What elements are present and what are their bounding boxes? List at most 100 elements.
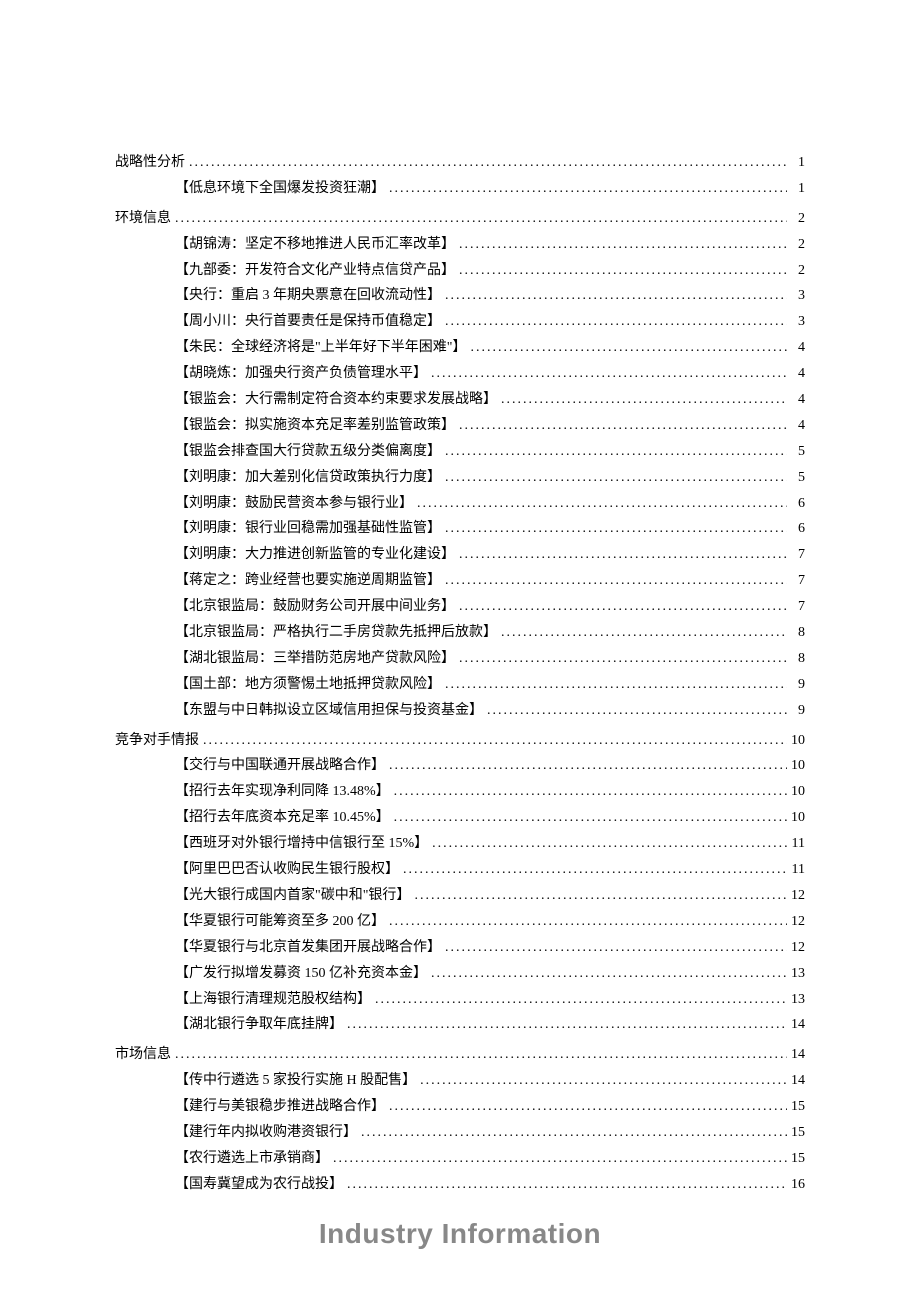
toc-page-number: 2 [787, 232, 805, 258]
toc-section-heading[interactable]: 环境信息2 [115, 206, 805, 232]
toc-item-title: 【刘明康：大力推进创新监管的专业化建设】 [175, 542, 455, 568]
toc-leader-dots [455, 258, 787, 284]
toc-page-number: 1 [787, 176, 805, 202]
toc-item[interactable]: 【低息环境下全国爆发投资狂潮】 1 [175, 176, 805, 202]
toc-leader-dots [390, 779, 787, 805]
toc-item[interactable]: 【湖北银行争取年底挂牌】14 [175, 1012, 805, 1038]
toc-leader-dots [441, 568, 787, 594]
toc-leader-dots [441, 465, 787, 491]
toc-section: 战略性分析1【低息环境下全国爆发投资狂潮】 1 [115, 150, 805, 202]
toc-leader-dots [329, 1146, 787, 1172]
toc-item-title: 【刘明康：加大差别化信贷政策执行力度】 [175, 465, 441, 491]
toc-item[interactable]: 【国土部：地方须警惕土地抵押贷款风险】9 [175, 672, 805, 698]
toc-leader-dots [199, 728, 787, 754]
toc-item[interactable]: 【华夏银行与北京首发集团开展战略合作】12 [175, 935, 805, 961]
toc-item[interactable]: 【阿里巴巴否认收购民生银行股权】11 [175, 857, 805, 883]
toc-page-number: 9 [787, 672, 805, 698]
toc-item-title: 【华夏银行与北京首发集团开展战略合作】 [175, 935, 441, 961]
toc-item[interactable]: 【上海银行清理规范股权结构】13 [175, 987, 805, 1013]
toc-item[interactable]: 【建行与美银稳步推进战略合作】 15 [175, 1094, 805, 1120]
toc-leader-dots [385, 909, 787, 935]
toc-page-number: 12 [787, 909, 805, 935]
toc-item[interactable]: 【银监会：大行需制定符合资本约束要求发展战略】4 [175, 387, 805, 413]
toc-page-number: 14 [787, 1042, 805, 1068]
toc-item[interactable]: 【蒋定之：跨业经营也要实施逆周期监管】7 [175, 568, 805, 594]
toc-section: 竞争对手情报10【交行与中国联通开展战略合作】 10【招行去年实现净利同降 13.… [115, 728, 805, 1039]
toc-item-title: 【胡锦涛：坚定不移地推进人民币汇率改革】 [175, 232, 455, 258]
toc-item[interactable]: 【农行遴选上市承销商】15 [175, 1146, 805, 1172]
toc-leader-dots [171, 206, 787, 232]
toc-leader-dots [390, 805, 787, 831]
toc-item-title: 【蒋定之：跨业经营也要实施逆周期监管】 [175, 568, 441, 594]
toc-page-number: 9 [787, 698, 805, 724]
toc-page-number: 10 [787, 753, 805, 779]
toc-item[interactable]: 【北京银监局：严格执行二手房贷款先抵押后放款】8 [175, 620, 805, 646]
toc-leader-dots [483, 698, 787, 724]
toc-item[interactable]: 【光大银行成国内首家"碳中和"银行】12 [175, 883, 805, 909]
toc-item[interactable]: 【刘明康：鼓励民营资本参与银行业】6 [175, 491, 805, 517]
toc-item[interactable]: 【周小川：央行首要责任是保持币值稳定】3 [175, 309, 805, 335]
toc-item[interactable]: 【朱民：全球经济将是"上半年好下半年困难"】4 [175, 335, 805, 361]
toc-item[interactable]: 【传中行遴选 5 家投行实施 H 股配售】14 [175, 1068, 805, 1094]
toc-item[interactable]: 【国寿冀望成为农行战投】16 [175, 1172, 805, 1198]
toc-page-number: 15 [787, 1094, 805, 1120]
toc-page-number: 13 [787, 961, 805, 987]
toc-leader-dots [427, 361, 787, 387]
toc-section-heading[interactable]: 市场信息14 [115, 1042, 805, 1068]
toc-leader-dots [428, 831, 787, 857]
toc-item[interactable]: 【胡晓炼：加强央行资产负债管理水平】4 [175, 361, 805, 387]
toc-item[interactable]: 【银监会排查国大行贷款五级分类偏离度】5 [175, 439, 805, 465]
toc-leader-dots [427, 961, 787, 987]
toc-item[interactable]: 【华夏银行可能筹资至多 200 亿】 12 [175, 909, 805, 935]
toc-item[interactable]: 【湖北银监局：三举措防范房地产贷款风险】8 [175, 646, 805, 672]
toc-item-title: 【上海银行清理规范股权结构】 [175, 987, 371, 1013]
toc-section: 市场信息14【传中行遴选 5 家投行实施 H 股配售】14【建行与美银稳步推进战… [115, 1042, 805, 1197]
toc-item[interactable]: 【刘明康：加大差别化信贷政策执行力度】5 [175, 465, 805, 491]
toc-leader-dots [410, 883, 787, 909]
toc-leader-dots [455, 232, 787, 258]
toc-item[interactable]: 【刘明康：大力推进创新监管的专业化建设】7 [175, 542, 805, 568]
toc-item[interactable]: 【西班牙对外银行增持中信银行至 15%】11 [175, 831, 805, 857]
toc-item[interactable]: 【广发行拟增发募资 150 亿补充资本金】13 [175, 961, 805, 987]
toc-leader-dots [441, 283, 787, 309]
toc-item[interactable]: 【招行去年实现净利同降 13.48%】10 [175, 779, 805, 805]
toc-item[interactable]: 【刘明康：银行业回稳需加强基础性监管】6 [175, 516, 805, 542]
toc-leader-dots [497, 387, 787, 413]
toc-leader-dots [413, 491, 787, 517]
toc-leader-dots [455, 594, 787, 620]
toc-section-heading[interactable]: 战略性分析1 [115, 150, 805, 176]
toc-page-number: 3 [787, 309, 805, 335]
toc-item-title: 【湖北银监局：三举措防范房地产贷款风险】 [175, 646, 455, 672]
page-footer: Industry Information [0, 1218, 920, 1250]
toc-leader-dots [441, 516, 787, 542]
toc-item[interactable]: 【招行去年底资本充足率 10.45%】10 [175, 805, 805, 831]
toc-item-title: 【刘明康：银行业回稳需加强基础性监管】 [175, 516, 441, 542]
toc-page-number: 14 [787, 1012, 805, 1038]
toc-page-number: 14 [787, 1068, 805, 1094]
toc-page-number: 4 [787, 387, 805, 413]
toc-item-title: 【低息环境下全国爆发投资狂潮】 [175, 176, 385, 202]
toc-page-number: 4 [787, 361, 805, 387]
toc-leader-dots [385, 753, 787, 779]
toc-item[interactable]: 【九部委：开发符合文化产业特点信贷产品】2 [175, 258, 805, 284]
toc-leader-dots [441, 439, 787, 465]
toc-item[interactable]: 【交行与中国联通开展战略合作】 10 [175, 753, 805, 779]
toc-page-number: 10 [787, 805, 805, 831]
toc-section-heading[interactable]: 竞争对手情报10 [115, 728, 805, 754]
toc-item[interactable]: 【胡锦涛：坚定不移地推进人民币汇率改革】 2 [175, 232, 805, 258]
toc-leader-dots [399, 857, 787, 883]
toc-section: 环境信息2【胡锦涛：坚定不移地推进人民币汇率改革】 2【九部委：开发符合文化产业特… [115, 206, 805, 724]
toc-item-title: 【建行与美银稳步推进战略合作】 [175, 1094, 385, 1120]
toc-item[interactable]: 【银监会：拟实施资本充足率差别监管政策】4 [175, 413, 805, 439]
toc-item-title: 【华夏银行可能筹资至多 200 亿】 [175, 909, 385, 935]
toc-item-title: 【银监会排查国大行贷款五级分类偏离度】 [175, 439, 441, 465]
toc-item[interactable]: 【建行年内拟收购港资银行】15 [175, 1120, 805, 1146]
toc-leader-dots [343, 1012, 787, 1038]
toc-item[interactable]: 【北京银监局：鼓励财务公司开展中间业务】7 [175, 594, 805, 620]
toc-item[interactable]: 【东盟与中日韩拟设立区域信用担保与投资基金】9 [175, 698, 805, 724]
toc-item-title: 【西班牙对外银行增持中信银行至 15%】 [175, 831, 428, 857]
toc-leader-dots [455, 542, 787, 568]
toc-item-title: 【交行与中国联通开展战略合作】 [175, 753, 385, 779]
toc-item[interactable]: 【央行：重启 3 年期央票意在回收流动性】3 [175, 283, 805, 309]
toc-item-title: 【刘明康：鼓励民营资本参与银行业】 [175, 491, 413, 517]
